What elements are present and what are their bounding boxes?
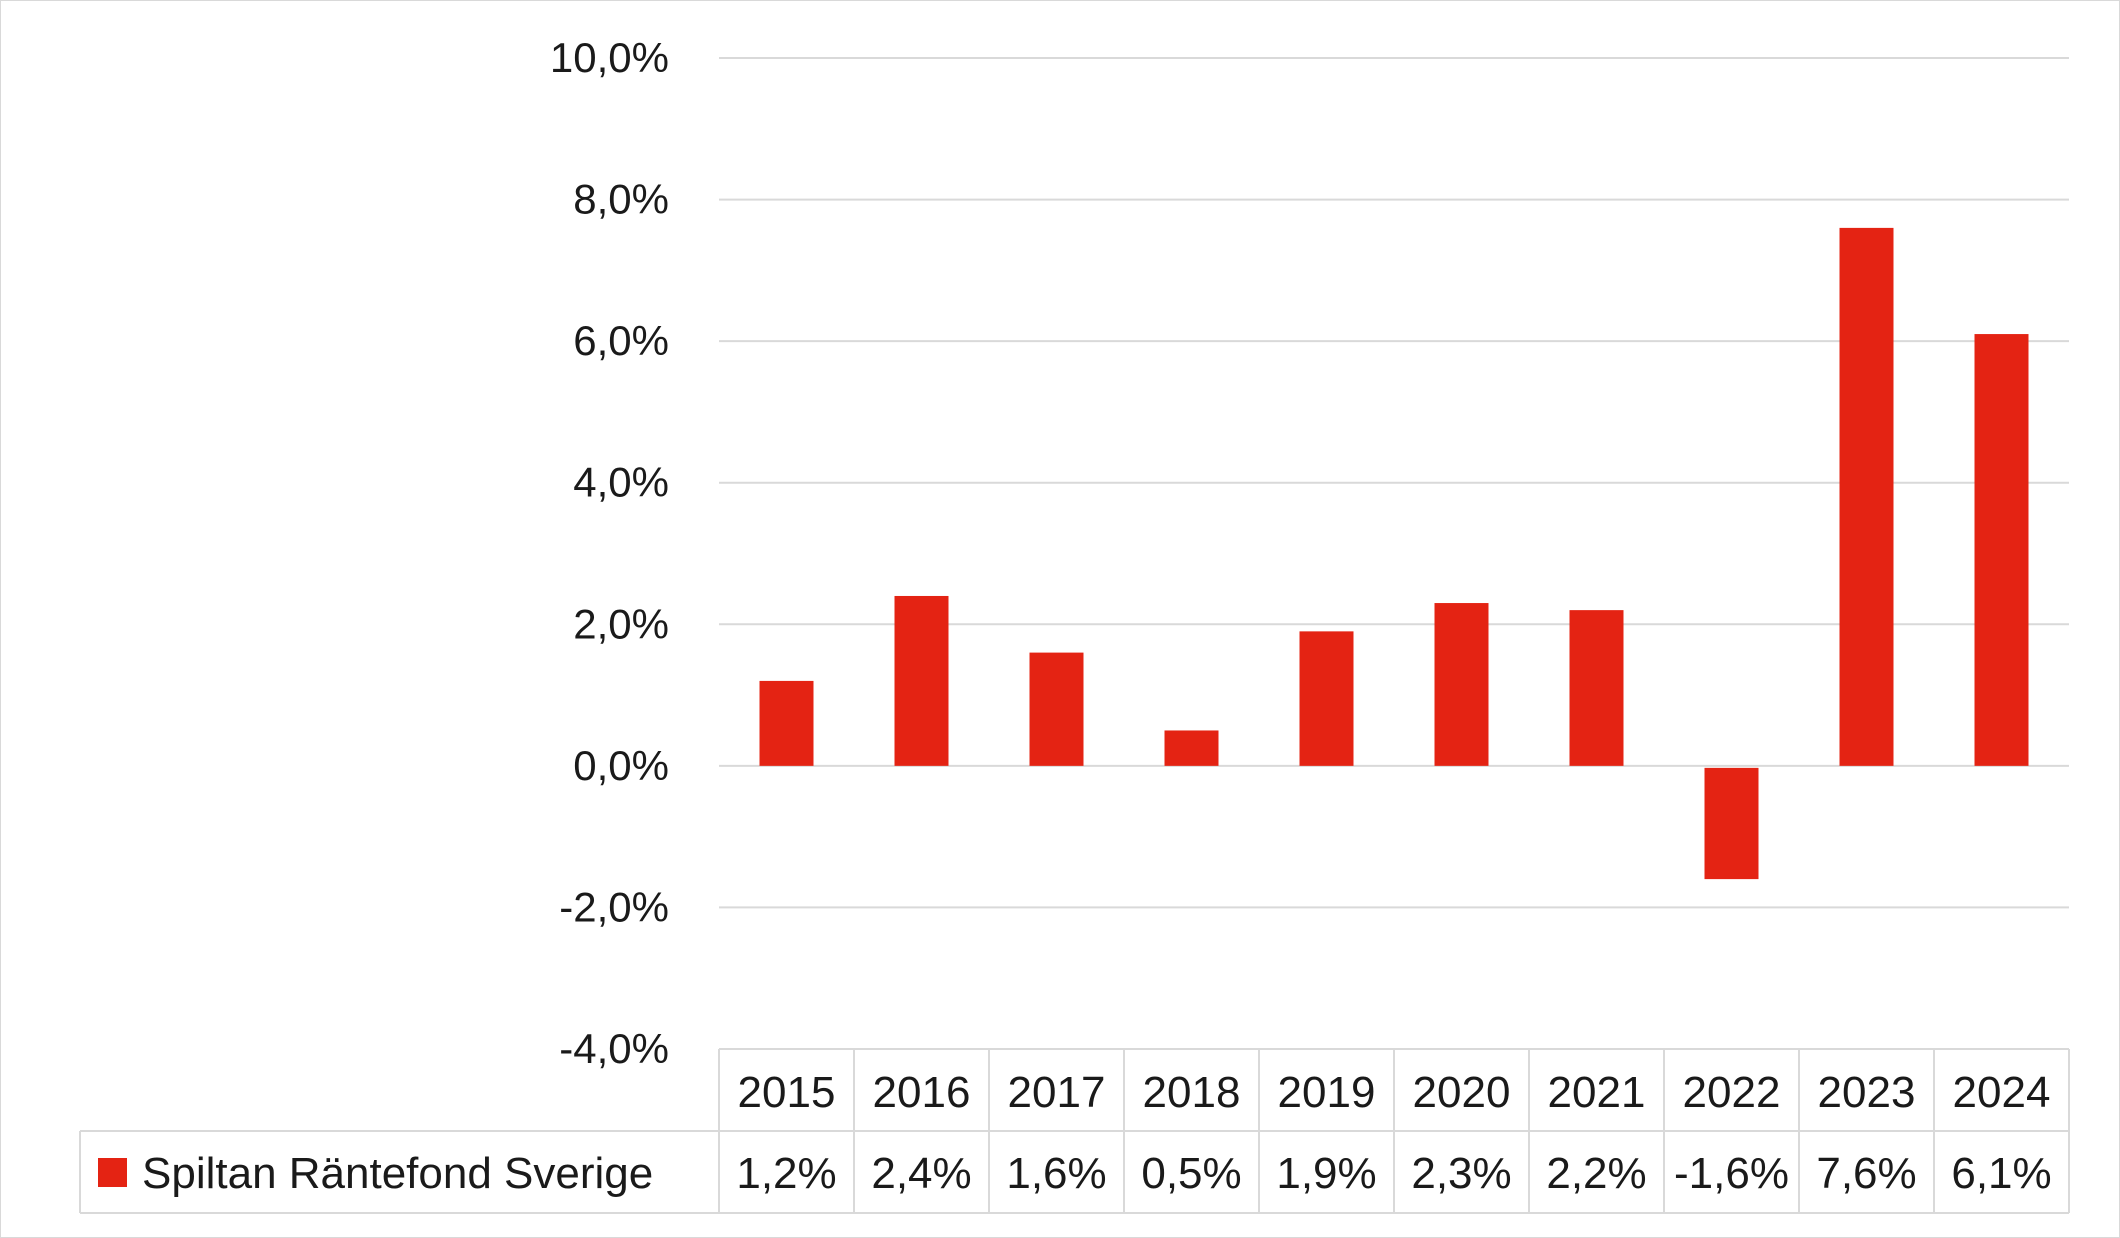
bar-2020 bbox=[1434, 603, 1489, 766]
data-value-label: 7,6% bbox=[1816, 1149, 1916, 1198]
y-axis-tick-labels: 10,0% 8,0% 6,0% 4,0% 2,0% 0,0% -2,0% -4,0% bbox=[550, 34, 669, 1072]
x-category-label: 2019 bbox=[1278, 1068, 1376, 1117]
legend-series-name: Spiltan Räntefond Sverige bbox=[142, 1149, 653, 1198]
data-value-label: -1,6% bbox=[1674, 1149, 1789, 1198]
bar-2024 bbox=[1974, 334, 2029, 766]
data-value-label: 2,4% bbox=[871, 1149, 971, 1198]
x-category-label: 2022 bbox=[1683, 1068, 1781, 1117]
bar-2023 bbox=[1839, 227, 1894, 766]
bar-2016 bbox=[894, 595, 949, 766]
bar-2015 bbox=[759, 680, 814, 766]
data-value-label: 2,3% bbox=[1411, 1149, 1511, 1198]
y-tick-label: 0,0% bbox=[573, 742, 669, 789]
data-value-label: 2,2% bbox=[1546, 1149, 1646, 1198]
bar-2019 bbox=[1299, 631, 1354, 766]
bar-2022 bbox=[1704, 767, 1759, 880]
data-value-label: 6,1% bbox=[1951, 1149, 2051, 1198]
x-category-label: 2018 bbox=[1143, 1068, 1241, 1117]
x-category-label: 2015 bbox=[738, 1068, 836, 1117]
x-category-label: 2023 bbox=[1818, 1068, 1916, 1117]
data-value-label: 1,6% bbox=[1006, 1149, 1106, 1198]
bar-2021 bbox=[1569, 610, 1624, 766]
bar-2017 bbox=[1029, 652, 1084, 766]
x-category-label: 2017 bbox=[1008, 1068, 1106, 1117]
y-tick-label: 4,0% bbox=[573, 459, 669, 506]
data-value-label: 1,9% bbox=[1276, 1149, 1376, 1198]
y-tick-label: -4,0% bbox=[559, 1025, 669, 1072]
x-category-label: 2021 bbox=[1548, 1068, 1646, 1117]
data-value-label: 1,2% bbox=[736, 1149, 836, 1198]
x-category-label: 2020 bbox=[1413, 1068, 1511, 1117]
data-table: 2015 2016 2017 2018 2019 2020 2021 2022 2023 2024… bbox=[79, 1048, 2070, 1214]
x-category-label: 2024 bbox=[1953, 1068, 2051, 1117]
y-tick-label: 2,0% bbox=[573, 600, 669, 647]
y-tick-label: 8,0% bbox=[573, 176, 669, 223]
y-tick-label: 10,0% bbox=[550, 34, 669, 81]
data-value-label: 0,5% bbox=[1141, 1149, 1241, 1198]
y-tick-label: -2,0% bbox=[559, 883, 669, 930]
x-category-label: 2016 bbox=[873, 1068, 971, 1117]
bars bbox=[759, 227, 2029, 880]
bar-2018 bbox=[1164, 730, 1219, 766]
legend-swatch bbox=[98, 1158, 127, 1187]
y-tick-label: 6,0% bbox=[573, 317, 669, 364]
